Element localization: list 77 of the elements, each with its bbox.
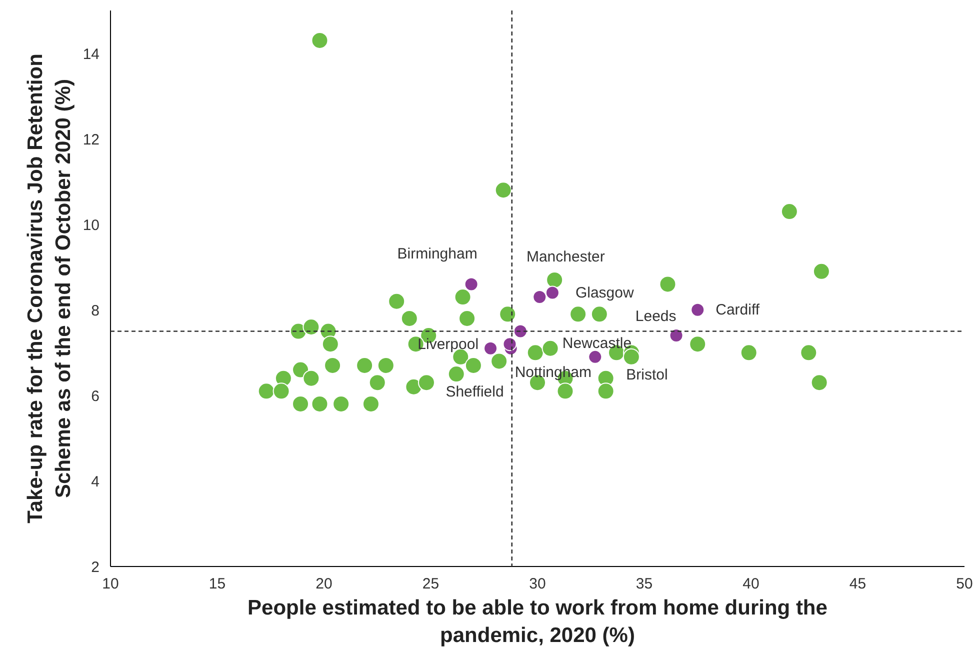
x-tick-label: 25: [422, 576, 440, 592]
annotation: Leeds: [635, 308, 676, 326]
point: [810, 374, 828, 392]
point: [302, 370, 320, 387]
point: [812, 262, 830, 280]
point: [362, 395, 380, 412]
point: [418, 374, 435, 392]
x-axis-title: People estimated to be able to work from home during the pandemic, 2020 (%): [248, 596, 828, 648]
y-tick-label: 2: [91, 559, 100, 576]
point: [740, 344, 758, 362]
point: [588, 350, 602, 364]
y-tick-label: 14: [82, 46, 100, 63]
point: [302, 318, 320, 336]
x-tick-label: 50: [956, 576, 973, 592]
point: [311, 32, 328, 49]
annotation: Manchester: [526, 248, 605, 266]
point: [324, 357, 342, 374]
point: [546, 271, 564, 288]
point: [377, 357, 394, 374]
y-tick-label: 6: [91, 388, 100, 405]
x-tick-label: 20: [316, 576, 332, 592]
point: [356, 357, 374, 374]
point: [659, 276, 676, 293]
y-tick-label: 4: [91, 473, 100, 490]
x-tick-label: 30: [529, 576, 546, 592]
x-tick-label: 45: [849, 576, 866, 592]
y-tick-label: 8: [91, 302, 100, 320]
y-tick-label: 10: [82, 216, 100, 234]
point: [322, 336, 339, 353]
x-tick-label: 15: [208, 576, 226, 592]
point: [258, 382, 275, 400]
point: [400, 310, 418, 327]
point: [458, 310, 476, 327]
point: [597, 382, 614, 400]
annotation: Nottingham: [514, 364, 592, 381]
point: [464, 357, 482, 374]
annotation: Newcastle: [562, 334, 632, 352]
point: [513, 324, 528, 338]
point: [532, 290, 547, 304]
point: [272, 382, 290, 400]
point: [292, 395, 310, 412]
point: [454, 288, 472, 306]
point: [570, 306, 587, 323]
x-tick-label: 40: [742, 576, 760, 592]
point: [690, 302, 705, 317]
annotation: Glasgow: [575, 284, 634, 302]
point: [800, 344, 818, 362]
point: [502, 337, 517, 352]
point: [622, 348, 640, 366]
point: [526, 344, 544, 362]
point: [448, 366, 465, 383]
y-tick-label: 12: [82, 131, 100, 148]
point: [490, 352, 508, 370]
point: [405, 378, 422, 396]
annotation: Cardiff: [716, 301, 760, 318]
annotation: Sheffield: [446, 384, 504, 401]
point: [292, 361, 310, 378]
point: [368, 374, 386, 392]
point: [499, 306, 516, 323]
point: [464, 277, 478, 292]
point: [484, 341, 498, 356]
point: [545, 286, 560, 300]
point: [542, 340, 559, 357]
x-tick-label: 35: [636, 576, 653, 592]
x-tick-label: 10: [102, 576, 119, 592]
point: [311, 395, 328, 412]
point: [689, 336, 706, 353]
point: [780, 203, 798, 220]
annotation: Bristol: [626, 366, 668, 384]
point: [494, 182, 512, 199]
y-axis-title: Take-up rate for the Coronavirus Job Retention Scheme as of the end of October 2020 (%): [24, 54, 75, 524]
point: [556, 382, 574, 400]
point: [332, 395, 350, 412]
point: [388, 292, 406, 310]
annotation: Birmingham: [397, 246, 478, 263]
point: [669, 328, 684, 343]
point: [590, 306, 608, 323]
